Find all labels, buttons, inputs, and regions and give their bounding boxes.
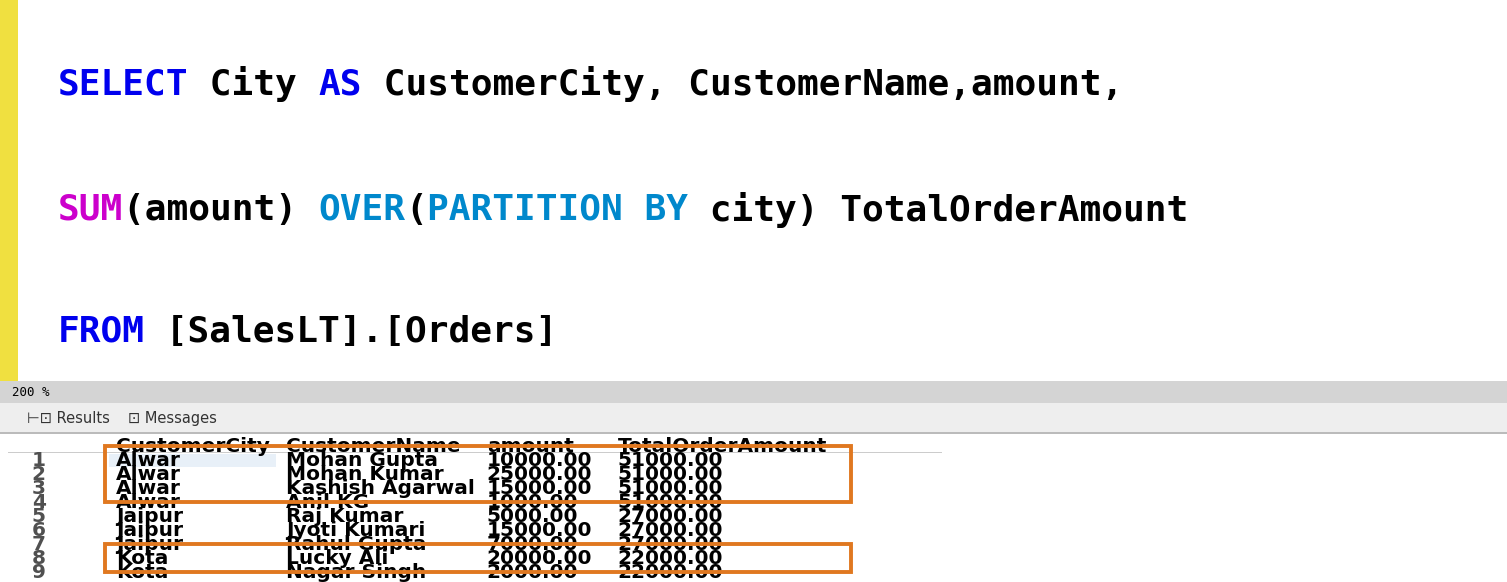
Text: 1000.00: 1000.00 xyxy=(487,493,579,512)
Bar xyxy=(0,381,1507,403)
Text: Kashish Agarwal: Kashish Agarwal xyxy=(286,479,475,498)
Text: Nagar Singh: Nagar Singh xyxy=(286,563,426,581)
Text: PARTITION BY: PARTITION BY xyxy=(426,193,689,226)
Text: FROM: FROM xyxy=(57,315,145,349)
Text: 4: 4 xyxy=(32,493,45,512)
Text: 10000.00: 10000.00 xyxy=(487,451,592,470)
Text: 200 %: 200 % xyxy=(12,386,50,399)
Text: Jaipur: Jaipur xyxy=(116,521,182,540)
Text: amount: amount xyxy=(487,437,574,456)
Text: Jaipur: Jaipur xyxy=(116,535,182,553)
Bar xyxy=(0,403,1507,434)
Text: 22000.00: 22000.00 xyxy=(618,563,723,581)
Text: Kota: Kota xyxy=(116,563,169,581)
Bar xyxy=(0,0,18,381)
Text: ⊢⊡ Results: ⊢⊡ Results xyxy=(27,411,110,426)
Text: SELECT: SELECT xyxy=(57,68,188,101)
Text: (amount): (amount) xyxy=(122,193,318,226)
Text: AS: AS xyxy=(318,68,362,101)
Text: OVER: OVER xyxy=(318,193,405,226)
Text: 7000.00: 7000.00 xyxy=(487,535,579,553)
Text: 27000.00: 27000.00 xyxy=(618,521,723,540)
Text: SUM: SUM xyxy=(57,193,122,226)
Text: TotalOrderAmount: TotalOrderAmount xyxy=(618,437,827,456)
Text: CustomerName: CustomerName xyxy=(286,437,461,456)
Text: Lucky Ali: Lucky Ali xyxy=(286,549,389,567)
Text: 27000.00: 27000.00 xyxy=(618,507,723,526)
Text: ⊡ Messages: ⊡ Messages xyxy=(128,411,217,426)
Text: 2: 2 xyxy=(32,465,45,484)
Bar xyxy=(0,432,1507,434)
Text: Jaipur: Jaipur xyxy=(116,507,182,526)
Text: 20000.00: 20000.00 xyxy=(487,549,592,567)
Text: 51000.00: 51000.00 xyxy=(618,451,723,470)
Text: [SalesLT].[Orders]: [SalesLT].[Orders] xyxy=(145,315,558,349)
Text: CustomerCity: CustomerCity xyxy=(116,437,270,456)
Text: 7: 7 xyxy=(32,535,45,553)
Text: 9: 9 xyxy=(32,563,45,581)
Text: (: ( xyxy=(405,193,426,226)
Text: city) TotalOrderAmount: city) TotalOrderAmount xyxy=(689,191,1188,228)
Text: 27000.00: 27000.00 xyxy=(618,535,723,553)
Text: CustomerCity, CustomerName,amount,: CustomerCity, CustomerName,amount, xyxy=(362,66,1123,102)
Text: Anil KG: Anil KG xyxy=(286,493,369,512)
Text: 5000.00: 5000.00 xyxy=(487,507,579,526)
Text: Alwar: Alwar xyxy=(116,479,181,498)
Text: 15000.00: 15000.00 xyxy=(487,479,592,498)
Text: 15000.00: 15000.00 xyxy=(487,521,592,540)
Text: 1: 1 xyxy=(32,451,45,470)
Text: 25000.00: 25000.00 xyxy=(487,465,592,484)
Text: 51000.00: 51000.00 xyxy=(618,493,723,512)
Text: Alwar: Alwar xyxy=(116,451,181,470)
Text: Raj Kumar: Raj Kumar xyxy=(286,507,404,526)
Text: 51000.00: 51000.00 xyxy=(618,465,723,484)
Text: Kota: Kota xyxy=(116,549,169,567)
Text: Alwar: Alwar xyxy=(116,465,181,484)
Text: City: City xyxy=(188,66,318,102)
Text: Alwar: Alwar xyxy=(116,493,181,512)
Text: 22000.00: 22000.00 xyxy=(618,549,723,567)
Text: Rahul Gupta: Rahul Gupta xyxy=(286,535,426,553)
Text: Mohan Gupta: Mohan Gupta xyxy=(286,451,439,470)
Text: 51000.00: 51000.00 xyxy=(618,479,723,498)
Text: 5: 5 xyxy=(32,507,45,526)
Text: 3: 3 xyxy=(32,479,45,498)
Bar xyxy=(0,434,1507,582)
Bar xyxy=(0,0,1507,381)
Bar xyxy=(109,453,276,467)
Text: 8: 8 xyxy=(32,549,45,567)
Text: Mohan Kumar: Mohan Kumar xyxy=(286,465,445,484)
Text: 2000.00: 2000.00 xyxy=(487,563,579,581)
Bar xyxy=(8,452,942,453)
Text: 6: 6 xyxy=(32,521,45,540)
Text: Jyoti Kumari: Jyoti Kumari xyxy=(286,521,425,540)
